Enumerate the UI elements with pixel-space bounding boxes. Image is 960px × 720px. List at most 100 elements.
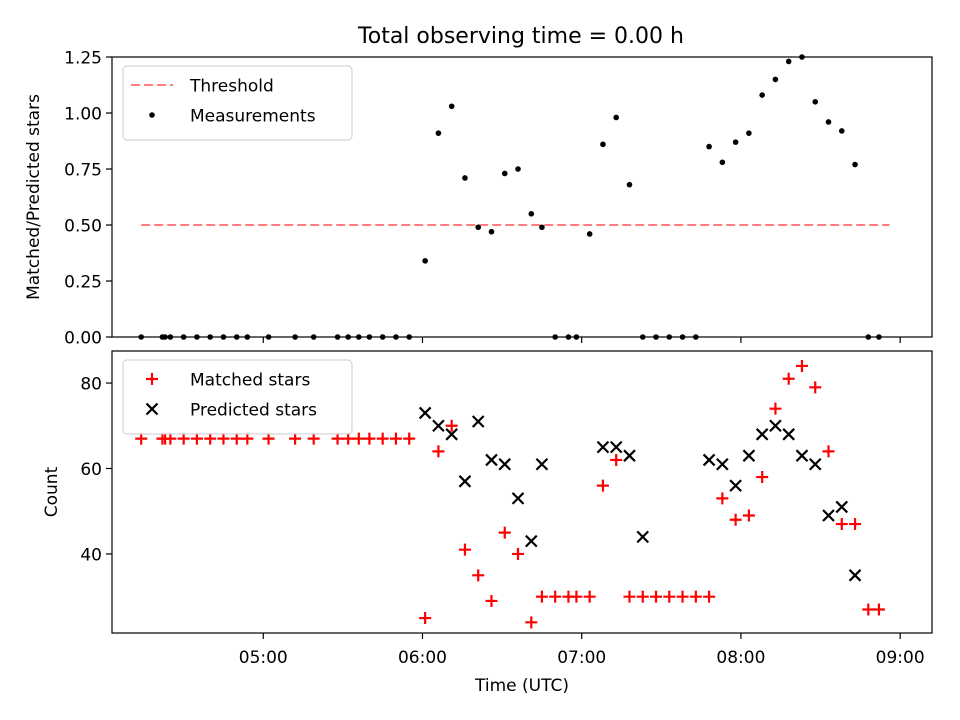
predicted-stars-point — [596, 440, 610, 454]
measurement-point — [515, 166, 521, 172]
matched-stars-point — [742, 509, 755, 522]
measurement-point — [462, 175, 468, 181]
matched-stars-point — [230, 432, 243, 445]
matched-stars-point — [663, 590, 676, 603]
y-tick-label: 0.00 — [64, 329, 102, 349]
measurement-point — [759, 92, 765, 98]
predicted-stars-point — [498, 457, 512, 471]
matched-stars-point — [458, 543, 471, 556]
measurement-point — [772, 76, 779, 83]
matched-stars-point — [445, 419, 458, 432]
legend-label: Measurements — [190, 107, 316, 127]
legend-label: Predicted stars — [190, 401, 317, 421]
predicted-stars-point — [716, 457, 729, 471]
matched-stars-point — [262, 432, 275, 445]
chart-title: Total observing time = 0.00 h — [357, 24, 684, 49]
matched-stars-point — [729, 513, 742, 526]
y-tick-label: 60 — [80, 460, 102, 480]
y-tick-label: 0.25 — [64, 273, 102, 293]
matched-stars-point — [512, 547, 525, 560]
measurement-point — [539, 224, 545, 231]
matched-stars-point — [352, 432, 365, 445]
matched-stars-point — [204, 432, 217, 445]
matched-stars-point — [472, 569, 485, 582]
measurement-point — [838, 128, 845, 134]
y-tick-label: 0.75 — [64, 161, 102, 181]
matched-stars-point — [716, 492, 729, 505]
predicted-stars-point — [835, 500, 849, 514]
predicted-stars-point — [755, 428, 769, 441]
matched-stars-point — [307, 432, 320, 445]
matched-stars-point — [331, 432, 344, 445]
measurement-point — [785, 58, 792, 65]
legend-box — [122, 359, 353, 435]
predicted-stars-point — [418, 406, 432, 420]
matched-stars-point — [676, 590, 689, 603]
predicted-stars-point — [511, 492, 525, 505]
y-axis-label: Matched/Predicted stars — [24, 94, 44, 300]
matched-stars-point — [782, 372, 795, 385]
matched-stars-point — [535, 590, 548, 603]
measurement-point — [706, 143, 712, 150]
matched-stars-point — [241, 432, 254, 445]
predicted-stars-point — [729, 479, 742, 492]
matched-stars-point — [498, 526, 511, 539]
legend-swatch-measurements — [149, 112, 155, 118]
matched-stars-point — [822, 445, 835, 458]
y-tick-label: 1.25 — [64, 49, 102, 69]
predicted-stars-point — [458, 475, 472, 488]
measurement-point — [475, 224, 482, 231]
y-tick-label: 1.00 — [64, 105, 102, 125]
legend-label: Threshold — [189, 77, 274, 97]
matched-stars-point — [525, 616, 538, 629]
measurement-point — [613, 114, 620, 121]
y-tick-label: 80 — [80, 375, 102, 395]
matched-stars-point — [135, 432, 148, 445]
predicted-stars-point — [822, 509, 835, 522]
measurement-point — [825, 119, 832, 125]
axes-frame — [111, 56, 933, 338]
matched-stars-point — [570, 590, 583, 603]
matched-stars-point — [849, 518, 862, 531]
predicted-stars-point — [485, 453, 498, 467]
predicted-stars-point — [432, 419, 445, 433]
matched-stars-point — [862, 603, 875, 616]
measurement-point — [732, 139, 739, 145]
measurement-point — [626, 181, 633, 188]
predicted-stars-point — [623, 449, 636, 462]
x-axis-label: Time (UTC) — [474, 676, 569, 696]
predicted-stars-point — [609, 440, 623, 454]
matched-stars-point — [623, 590, 636, 603]
matched-stars-point — [342, 432, 355, 445]
x-tick-label: 05:00 — [239, 648, 288, 668]
matched-stars-point — [689, 590, 702, 603]
x-tick-label: 09:00 — [876, 648, 925, 668]
predicted-stars-point — [742, 449, 756, 462]
matched-stars-point — [596, 479, 609, 492]
y-tick-label: 0.50 — [64, 217, 102, 237]
predicted-stars-point — [769, 419, 782, 433]
matched-stars-point — [190, 432, 203, 445]
predicted-stars-point — [848, 569, 862, 582]
measurement-point — [586, 231, 593, 237]
legend-label: Matched stars — [190, 371, 310, 391]
matched-stars-point — [703, 590, 716, 603]
predicted-stars-point — [808, 457, 822, 471]
measurement-point — [719, 159, 726, 166]
matched-stars-point — [835, 518, 848, 531]
x-tick-label: 07:00 — [557, 648, 606, 668]
matched-stars-point — [769, 402, 782, 415]
measurement-point — [528, 211, 535, 217]
measurement-point — [501, 170, 508, 177]
measurement-point — [852, 161, 858, 168]
matched-stars-point — [177, 432, 190, 445]
matched-stars-point — [795, 359, 808, 372]
matched-stars-point — [549, 590, 562, 603]
matched-stars-point — [164, 432, 177, 445]
y-axis-label: Count — [42, 466, 62, 517]
matched-stars-point — [376, 432, 389, 445]
measurement-point — [812, 99, 819, 105]
predicted-stars-point — [471, 415, 485, 428]
predicted-stars-point — [795, 449, 809, 462]
